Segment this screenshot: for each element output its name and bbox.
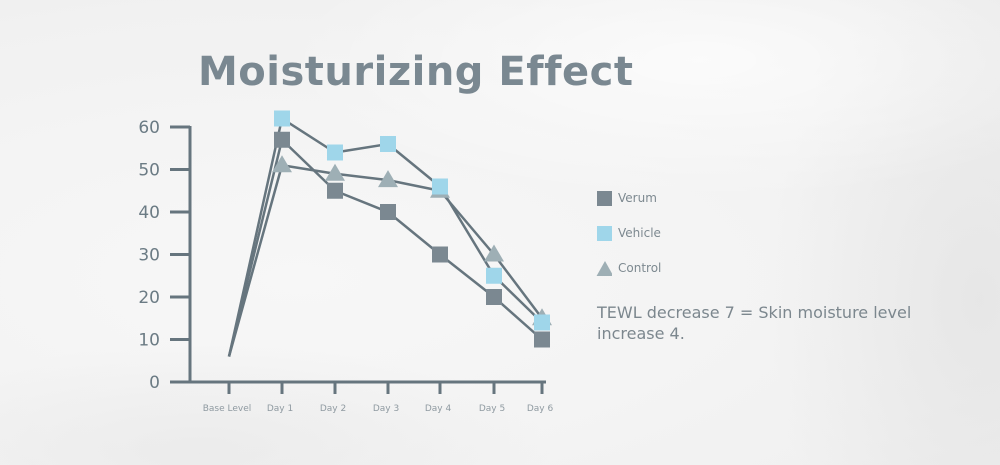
y-tick-label: 60 bbox=[138, 118, 160, 138]
marker-vehicle bbox=[327, 144, 343, 161]
axes: 0 10 20 30 40 50 60 Base Level Day 1 Day 2 Day 3 Da… bbox=[138, 118, 553, 414]
x-tick-label: Base Level bbox=[203, 404, 252, 414]
series-lines bbox=[227, 117, 543, 357]
y-tick-label: 20 bbox=[138, 288, 160, 308]
marker-vehicle bbox=[432, 178, 448, 195]
marker-vehicle bbox=[486, 267, 502, 284]
legend-item-vehicle: Vehicle bbox=[596, 215, 661, 250]
x-tick-label: Day 6 bbox=[527, 404, 554, 414]
y-tick-label: 40 bbox=[138, 203, 160, 223]
x-tick-label: Day 4 bbox=[425, 404, 452, 414]
marker-control bbox=[378, 170, 398, 188]
legend: Verum Vehicle Control bbox=[596, 180, 661, 285]
square-marker-icon bbox=[597, 190, 612, 206]
x-tick-label: Day 5 bbox=[479, 404, 505, 414]
marker-verum bbox=[432, 246, 448, 263]
x-tick-label: Day 2 bbox=[320, 404, 346, 414]
y-tick-label: 30 bbox=[138, 246, 160, 266]
legend-label: Vehicle bbox=[618, 225, 661, 240]
square-marker-icon bbox=[597, 225, 612, 241]
marker-control bbox=[325, 163, 345, 181]
marker-vehicle bbox=[274, 110, 290, 127]
marker-verum bbox=[486, 289, 502, 305]
x-tick-label: Day 1 bbox=[267, 404, 293, 414]
series-line-vehicle bbox=[227, 117, 543, 357]
y-tick-label: 0 bbox=[149, 373, 160, 393]
y-tick-label: 10 bbox=[138, 331, 160, 351]
marker-vehicle bbox=[534, 314, 550, 331]
tewl-note: TEWL decrease 7 = Skin moisture level in… bbox=[597, 303, 912, 343]
marker-control bbox=[272, 155, 292, 173]
legend-label: Control bbox=[618, 260, 662, 275]
series-markers bbox=[272, 110, 552, 348]
chart-title: Moisturizing Effect bbox=[198, 49, 634, 95]
legend-label: Verum bbox=[618, 190, 657, 205]
marker-verum bbox=[534, 331, 550, 348]
triangle-marker-icon bbox=[596, 260, 612, 276]
x-tick-label: Day 3 bbox=[373, 404, 399, 414]
legend-item-verum: Verum bbox=[596, 180, 661, 215]
marker-vehicle bbox=[380, 136, 396, 152]
legend-item-control: Control bbox=[596, 250, 661, 285]
marker-verum bbox=[327, 182, 343, 199]
y-tick-label: 50 bbox=[138, 161, 160, 181]
marker-verum bbox=[274, 131, 290, 148]
marker-control bbox=[484, 244, 504, 262]
marker-verum bbox=[380, 204, 396, 220]
